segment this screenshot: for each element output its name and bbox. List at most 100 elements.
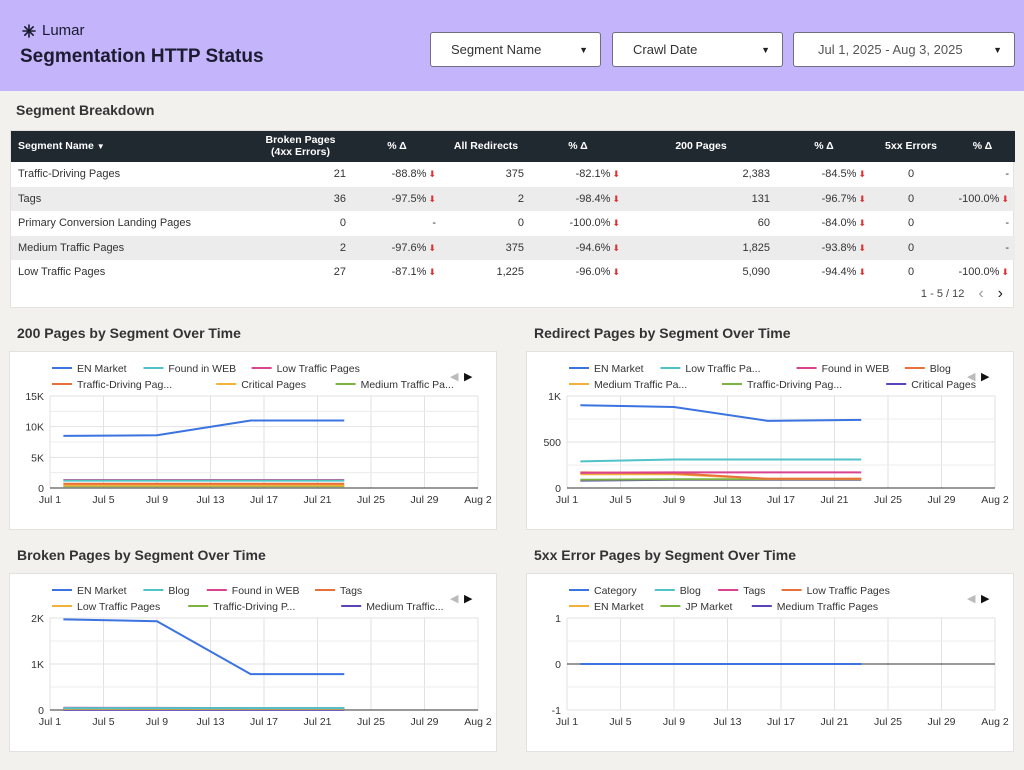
line-chart-svg: EN Market Blog Found in WEB Tags Low Traffic… <box>31 585 492 728</box>
legend-item[interactable]: Blog <box>654 585 701 597</box>
column-header-5xx-errors[interactable]: 5xx Errors <box>885 139 937 152</box>
x-tick-label: Jul 13 <box>196 716 224 728</box>
series-line[interactable] <box>580 404 862 422</box>
legend-item[interactable]: Traffic-Driving P... <box>188 601 295 613</box>
legend-item[interactable]: Critical Pages <box>216 379 306 391</box>
column-header-200-pages[interactable]: 200 Pages <box>675 139 727 152</box>
chevron-down-icon: ▼ <box>579 44 588 55</box>
legend-label: Found in WEB <box>168 363 236 375</box>
brand-name: Lumar <box>42 22 85 39</box>
column-header-broken-delta[interactable]: % Δ <box>387 139 407 152</box>
legend-item[interactable]: Low Traffic Pages <box>781 585 890 597</box>
legend-prev-icon[interactable]: ◀ <box>967 371 976 383</box>
legend-prev-icon[interactable]: ◀ <box>450 371 459 383</box>
legend-item[interactable]: EN Market <box>569 363 644 375</box>
legend-item[interactable]: Found in WEB <box>143 363 236 375</box>
x-tick-label: Jul 13 <box>713 494 741 506</box>
x-tick-label: Jul 1 <box>556 494 578 506</box>
legend-item[interactable]: Found in WEB <box>796 363 890 375</box>
y-tick-label: 2K <box>31 613 44 625</box>
segment-filter-dropdown[interactable]: Segment Name ▼ <box>430 32 601 67</box>
table-row[interactable]: Primary Conversion Landing Pages 0 - 0 -100.… <box>11 211 1015 236</box>
column-header-5xx-delta[interactable]: % Δ <box>972 139 993 152</box>
column-header-all-redirects[interactable]: All Redirects <box>453 139 519 152</box>
legend-item[interactable]: Blog <box>904 363 951 375</box>
cell-5xx-errors: 0 <box>907 241 915 254</box>
table-row[interactable]: Medium Traffic Pages 2 -97.6% ⬇ 375 -94.6% ⬇ 1,… <box>11 235 1015 260</box>
column-header-segment-name[interactable]: Segment Name ▼ <box>18 139 105 152</box>
header-bar: Lumar Segmentation HTTP Status Segment N… <box>0 0 1024 91</box>
cell-broken-pages: 2 <box>339 241 346 254</box>
legend-next-icon[interactable]: ▶ <box>464 593 473 605</box>
y-tick-label: 1K <box>31 659 44 671</box>
legend-item[interactable]: Medium Traffic Pa... <box>335 379 454 391</box>
cell-200-pages: 2,383 <box>742 168 770 181</box>
column-header-200-delta[interactable]: % Δ <box>814 139 834 152</box>
legend-prev-icon[interactable]: ◀ <box>967 593 976 605</box>
series-line[interactable] <box>63 618 345 676</box>
legend-item[interactable]: Medium Traffic Pages <box>751 601 878 613</box>
chevron-down-icon: ▼ <box>761 44 770 55</box>
table-row[interactable]: Traffic-Driving Pages 21 -88.8% ⬇ 375 -82.1% ⬇… <box>11 162 1015 187</box>
chart-broken-pages-card: EN Market Blog Found in WEB Tags Low Traffic… <box>9 573 497 752</box>
cell-broken-delta: -88.8% ⬇ <box>391 168 436 181</box>
line-chart-svg: Category Blog Tags Low Traffic Pages EN Mark… <box>552 585 1009 728</box>
x-tick-label: Aug 2 <box>981 716 1009 728</box>
segment-breakdown-table-card: Segment Name ▼ Broken Pages (4xx Errors)… <box>10 130 1015 308</box>
brand-logo[interactable]: Lumar <box>22 22 85 39</box>
x-tick-label: Jul 5 <box>92 494 114 506</box>
legend-item[interactable]: Medium Traffic... <box>341 601 444 613</box>
y-tick-label: -1 <box>552 705 561 717</box>
legend-item[interactable]: Blog <box>143 585 190 597</box>
legend-item[interactable]: Tags <box>718 585 765 597</box>
legend-prev-icon[interactable]: ◀ <box>450 593 459 605</box>
legend-item[interactable]: Medium Traffic Pa... <box>569 379 687 391</box>
legend-item[interactable]: Low Traffic Pages <box>52 601 160 613</box>
cell-broken-delta: -97.6% ⬇ <box>391 241 436 254</box>
legend-label: Medium Traffic Pa... <box>594 379 687 391</box>
legend-item[interactable]: EN Market <box>52 585 127 597</box>
x-tick-label: Jul 17 <box>767 716 795 728</box>
legend-item[interactable]: JP Market <box>660 601 733 613</box>
x-tick-label: Jul 25 <box>874 716 902 728</box>
crawl-date-filter-dropdown[interactable]: Crawl Date ▼ <box>612 32 783 67</box>
legend-item[interactable]: Traffic-Driving Pag... <box>52 379 172 391</box>
legend-item[interactable]: Category <box>569 585 637 597</box>
column-header-broken-pages[interactable]: Broken Pages (4xx Errors) <box>265 134 336 158</box>
x-tick-label: Jul 13 <box>196 494 224 506</box>
legend-next-icon[interactable]: ▶ <box>981 371 990 383</box>
cell-200-pages: 5,090 <box>742 266 770 279</box>
x-tick-label: Jul 17 <box>767 494 795 506</box>
x-tick-label: Jul 29 <box>927 716 955 728</box>
series-line[interactable] <box>580 458 862 463</box>
segment-breakdown-table: Segment Name ▼ Broken Pages (4xx Errors)… <box>11 131 1015 285</box>
x-tick-label: Jul 25 <box>874 494 902 506</box>
trend-down-icon: ⬇ <box>612 267 620 278</box>
x-tick-label: Jul 1 <box>39 716 61 728</box>
legend-item[interactable]: EN Market <box>569 601 644 613</box>
cell-5xx-errors: 0 <box>907 266 915 279</box>
date-range-picker[interactable]: Jul 1, 2025 - Aug 3, 2025 ▼ <box>793 32 1015 67</box>
legend-item[interactable]: Found in WEB <box>206 585 300 597</box>
cell-broken-pages: 0 <box>339 217 346 230</box>
legend-next-icon[interactable]: ▶ <box>464 371 473 383</box>
next-page-icon[interactable]: › <box>997 285 1003 302</box>
legend-item[interactable]: Low Traffic Pages <box>251 363 360 375</box>
previous-page-icon[interactable]: ‹ <box>978 285 984 302</box>
table-row[interactable]: Tags 36 -97.5% ⬇ 2 -98.4% ⬇ 131 -96.7% ⬇ 0 -100.0% ⬇ <box>11 186 1015 211</box>
column-header-redirects-delta[interactable]: % Δ <box>568 139 588 152</box>
legend-item[interactable]: Tags <box>315 585 362 597</box>
legend-label: Found in WEB <box>822 363 890 375</box>
legend-label: EN Market <box>77 363 127 375</box>
legend-item[interactable]: EN Market <box>52 363 127 375</box>
trend-down-icon: ⬇ <box>612 242 620 253</box>
x-tick-label: Jul 9 <box>663 716 685 728</box>
legend-item[interactable]: Critical Pages <box>886 379 976 391</box>
cell-redirects-delta: -94.6% ⬇ <box>575 241 620 254</box>
series-line[interactable] <box>63 419 345 437</box>
legend-item[interactable]: Traffic-Driving Pag... <box>722 379 842 391</box>
legend-next-icon[interactable]: ▶ <box>981 593 990 605</box>
legend-item[interactable]: Low Traffic Pa... <box>660 363 760 375</box>
table-row[interactable]: Low Traffic Pages 27 -87.1% ⬇ 1,225 -96.0% ⬇ 5,… <box>11 260 1015 285</box>
x-tick-label: Jul 21 <box>303 716 331 728</box>
